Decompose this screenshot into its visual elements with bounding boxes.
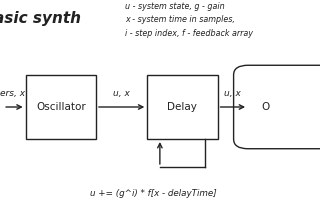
Text: ers, x: ers, x: [0, 89, 25, 98]
Text: O: O: [261, 102, 270, 112]
Text: u - system state, g - gain
x - system time in samples,
i - step index, f - feedb: u - system state, g - gain x - system ti…: [125, 2, 253, 37]
Bar: [147, 75, 218, 139]
Text: Oscillator: Oscillator: [36, 102, 86, 112]
Text: u += (g^i) * f[x - delayTime]: u += (g^i) * f[x - delayTime]: [90, 189, 216, 198]
Text: u, x: u, x: [224, 89, 241, 98]
FancyBboxPatch shape: [234, 65, 320, 149]
Bar: [26, 75, 96, 139]
Text: u, x: u, x: [113, 89, 130, 98]
Text: Delay: Delay: [167, 102, 197, 112]
Text: asic synth: asic synth: [0, 11, 81, 26]
